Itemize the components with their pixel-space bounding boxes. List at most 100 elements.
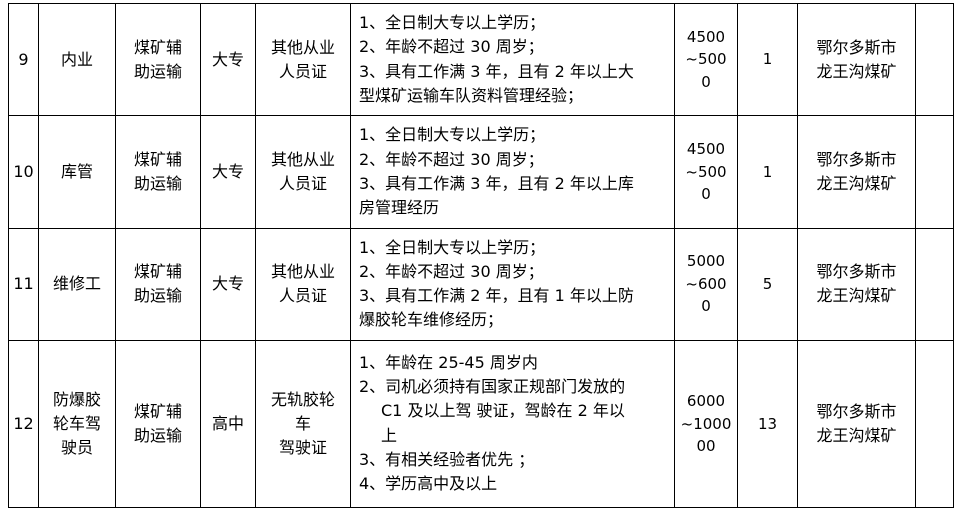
table-row: 9 内业 煤矿辅 助运输 大专 其他从业 人员证 1、全日制大专以上学历； 2、年龄不超过 30… xyxy=(8,2,954,117)
salary-line: ~500 xyxy=(685,162,727,181)
job-title-text: 维修工 xyxy=(41,272,113,296)
salary-line: ~500 xyxy=(685,50,727,69)
salary-text: 5000 ~600 0 xyxy=(676,250,736,318)
job-title-line: 内业 xyxy=(60,49,93,69)
requirements-cell: 1、年龄在 25-45 周岁内 2、司机必须持有国家正规部门发放的 C1 及以上驾 … xyxy=(350,339,675,508)
certificate-line: 车 xyxy=(294,413,311,433)
certificate-text: 无轨胶轮车驾驶证 xyxy=(258,388,348,460)
trailing-empty-cell xyxy=(915,2,954,117)
work-type-line: 煤矿辅 xyxy=(133,262,182,282)
requirement-item-continuation: 型煤矿运输车队资料管理经验； xyxy=(359,85,584,105)
work-type-line: 助运输 xyxy=(133,286,182,306)
certificate-line: 人员证 xyxy=(278,173,327,193)
salary-line: 5000 xyxy=(686,252,726,271)
salary-cell: 5000 ~600 0 xyxy=(674,227,738,341)
work-type-cell: 煤矿辅 助运输 xyxy=(115,2,201,117)
education-value: 大专 xyxy=(211,274,244,294)
document-page: 9 内业 煤矿辅 助运输 大专 其他从业 人员证 1、全日制大专以上学历； 2、年龄不超过 30… xyxy=(8,2,954,508)
salary-line: ~600 xyxy=(685,274,727,293)
trailing-empty-value xyxy=(916,4,953,115)
row-index-value: 11 xyxy=(13,274,34,294)
table-row: 10 库管 煤矿辅 助运输 大专 其他从业 人员证 1、全日制大专以上学历； 2、年龄不超过 3… xyxy=(8,115,954,229)
requirement-item: 2、年龄不超过 30 周岁； xyxy=(359,149,544,169)
employer-line: 龙王沟煤矿 xyxy=(816,173,897,193)
salary-cell: 4500 ~500 0 xyxy=(674,115,738,229)
salary-text: 6000 ~1000 00 xyxy=(676,390,736,458)
job-title-line: 驶员 xyxy=(60,437,93,457)
requirements-list: 1、全日制大专以上学历； 2、年龄不超过 30 周岁； 3、具有工作满 2 年，且有… xyxy=(351,229,674,340)
employer-line: 鄂尔多斯市 xyxy=(816,401,897,421)
headcount-cell: 1 xyxy=(737,2,798,117)
requirement-item-continuation: C1 及以上驾 驶证，驾龄在 2 年以 xyxy=(381,401,625,421)
headcount-value: 1 xyxy=(762,50,773,69)
certificate-cell: 无轨胶轮车驾驶证 xyxy=(255,339,351,508)
salary-line: 4500 xyxy=(686,27,726,46)
requirement-item: 4、学历高中及以上 xyxy=(359,474,498,494)
certificate-line: 人员证 xyxy=(278,61,327,81)
table-row: 12 防爆胶 轮车驾 驶员 煤矿辅 助运输 高中 无轨胶轮车驾驶证 1、年龄在 25-45 周岁… xyxy=(8,339,954,508)
job-title-cell: 库管 xyxy=(38,115,116,229)
recruitment-table: 9 内业 煤矿辅 助运输 大专 其他从业 人员证 1、全日制大专以上学历； 2、年龄不超过 30… xyxy=(8,2,954,508)
work-type-text: 煤矿辅 助运输 xyxy=(118,260,198,308)
job-title-text: 防爆胶 轮车驾 驶员 xyxy=(41,388,113,460)
trailing-empty-value xyxy=(916,116,953,227)
certificate-line: 其他从业 xyxy=(270,149,335,169)
employer-text: 鄂尔多斯市 龙王沟煤矿 xyxy=(800,36,913,84)
salary-text: 4500 ~500 0 xyxy=(676,138,736,206)
salary-text: 4500 ~500 0 xyxy=(676,26,736,94)
employer-line: 鄂尔多斯市 xyxy=(816,149,897,169)
requirement-item: 1、年龄在 25-45 周岁内 xyxy=(359,352,538,372)
headcount-value: 1 xyxy=(762,162,773,181)
salary-line: 0 xyxy=(701,185,711,204)
certificate-line: 其他从业 xyxy=(270,262,335,282)
certificate-cell: 其他从业 人员证 xyxy=(255,115,351,229)
headcount-cell: 1 xyxy=(737,115,798,229)
employer-text: 鄂尔多斯市 龙王沟煤矿 xyxy=(800,400,913,448)
row-index-cell: 9 xyxy=(8,2,39,117)
employer-text: 鄂尔多斯市龙王沟煤矿 xyxy=(800,148,913,196)
row-index-value: 12 xyxy=(13,413,34,433)
requirement-item: 1、全日制大专以上学历； xyxy=(359,237,546,257)
requirements-list: 1、全日制大专以上学历； 2、年龄不超过 30 周岁； 3、具有工作满 3 年，且有… xyxy=(351,116,674,227)
salary-line: 4500 xyxy=(686,140,726,159)
salary-line: 00 xyxy=(696,437,716,455)
requirements-cell: 1、全日制大专以上学历； 2、年龄不超过 30 周岁； 3、具有工作满 2 年，且有… xyxy=(350,227,675,341)
employer-text: 鄂尔多斯市龙王沟煤矿 xyxy=(800,260,913,308)
certificate-text: 其他从业 人员证 xyxy=(258,36,348,84)
employer-line: 鄂尔多斯市 xyxy=(816,262,897,282)
certificate-text: 其他从业 人员证 xyxy=(258,260,348,308)
table-row: 11 维修工 煤矿辅 助运输 大专 其他从业 人员证 1、全日制大专以上学历； 2、年龄不超过 … xyxy=(8,227,954,341)
education-cell: 大专 xyxy=(200,2,256,117)
trailing-empty-cell xyxy=(915,227,954,341)
certificate-line: 无轨胶轮 xyxy=(270,389,335,409)
work-type-line: 煤矿辅 xyxy=(133,37,182,57)
salary-cell: 4500 ~500 0 xyxy=(674,2,738,117)
requirement-item-continuation: 房管理经历 xyxy=(359,198,440,218)
employer-cell: 鄂尔多斯市 龙王沟煤矿 xyxy=(797,339,916,508)
job-title-line: 库管 xyxy=(60,161,93,181)
employer-line: 鄂尔多斯市 xyxy=(816,37,897,57)
job-title-text: 库管 xyxy=(41,160,113,184)
row-index-value: 10 xyxy=(13,161,34,181)
requirement-item: 3、具有工作满 2 年，且有 1 年以上防 xyxy=(359,286,634,306)
headcount-value: 13 xyxy=(757,414,778,433)
row-index-cell: 12 xyxy=(8,339,39,508)
employer-line: 龙王沟煤矿 xyxy=(816,286,897,306)
work-type-text: 煤矿辅 助运输 xyxy=(118,148,198,196)
table-body: 9 内业 煤矿辅 助运输 大专 其他从业 人员证 1、全日制大专以上学历； 2、年龄不超过 30… xyxy=(8,2,954,508)
row-index-cell: 11 xyxy=(8,227,39,341)
certificate-cell: 其他从业 人员证 xyxy=(255,2,351,117)
requirement-item: 3、有相关经验者优先 ； xyxy=(359,450,535,470)
work-type-cell: 煤矿辅 助运输 xyxy=(115,227,201,341)
headcount-value: 5 xyxy=(762,274,773,293)
requirement-item-continuation: 爆胶轮车维修经历； xyxy=(359,310,504,330)
requirement-item: 2、年龄不超过 30 周岁； xyxy=(359,37,544,57)
salary-line: 0 xyxy=(701,72,711,91)
education-cell: 高中 xyxy=(200,339,256,508)
requirements-list: 1、全日制大专以上学历； 2、年龄不超过 30 周岁； 3、具有工作满 3 年，且有… xyxy=(351,4,674,115)
requirement-item: 3、具有工作满 3 年，且有 2 年以上库 xyxy=(359,173,634,193)
certificate-line: 其他从业 xyxy=(270,37,335,57)
requirements-cell: 1、全日制大专以上学历； 2、年龄不超过 30 周岁； 3、具有工作满 3 年，且有… xyxy=(350,2,675,117)
headcount-cell: 13 xyxy=(737,339,798,508)
certificate-line: 人员证 xyxy=(278,286,327,306)
